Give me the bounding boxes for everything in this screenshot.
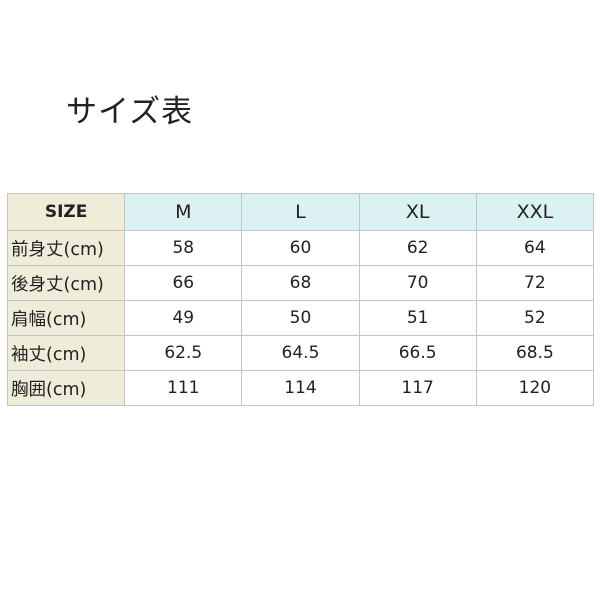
- size-column-xxl: XXL: [475, 193, 595, 231]
- table-cell: 62.5: [124, 335, 243, 371]
- table-cell: 72: [475, 265, 595, 301]
- table-cell: 60: [241, 230, 360, 266]
- table-row: 胸囲(cm) 111 114 117 120: [6, 370, 595, 406]
- table-cell: 52: [475, 300, 595, 336]
- row-label: 前身丈(cm): [6, 230, 126, 266]
- size-column-xl: XL: [358, 193, 477, 231]
- table-cell: 51: [358, 300, 477, 336]
- table-cell: 111: [124, 370, 243, 406]
- table-row: 肩幅(cm) 49 50 51 52: [6, 300, 595, 336]
- table-cell: 117: [358, 370, 477, 406]
- row-label: 肩幅(cm): [6, 300, 126, 336]
- table-cell: 58: [124, 230, 243, 266]
- size-header: SIZE: [6, 193, 126, 231]
- table-cell: 68.5: [475, 335, 595, 371]
- table-cell: 114: [241, 370, 360, 406]
- row-label: 後身丈(cm): [6, 265, 126, 301]
- table-row: 後身丈(cm) 66 68 70 72: [6, 265, 595, 301]
- row-label: 袖丈(cm): [6, 335, 126, 371]
- page-title: サイズ表: [66, 94, 194, 130]
- size-column-l: L: [241, 193, 360, 231]
- table-cell: 62: [358, 230, 477, 266]
- table-cell: 66: [124, 265, 243, 301]
- table-cell: 50: [241, 300, 360, 336]
- row-label: 胸囲(cm): [6, 370, 126, 406]
- table-cell: 64: [475, 230, 595, 266]
- table-cell: 120: [475, 370, 595, 406]
- table-row: 袖丈(cm) 62.5 64.5 66.5 68.5: [6, 335, 595, 371]
- table-cell: 66.5: [358, 335, 477, 371]
- table-cell: 49: [124, 300, 243, 336]
- size-column-m: M: [124, 193, 243, 231]
- table-cell: 64.5: [241, 335, 360, 371]
- table-cell: 68: [241, 265, 360, 301]
- table-cell: 70: [358, 265, 477, 301]
- header-row: SIZE M L XL XXL: [6, 193, 595, 231]
- size-table: SIZE M L XL XXL 前身丈(cm) 58 60 62 64 後身丈(cm) 66…: [6, 193, 595, 406]
- table-row: 前身丈(cm) 58 60 62 64: [6, 230, 595, 266]
